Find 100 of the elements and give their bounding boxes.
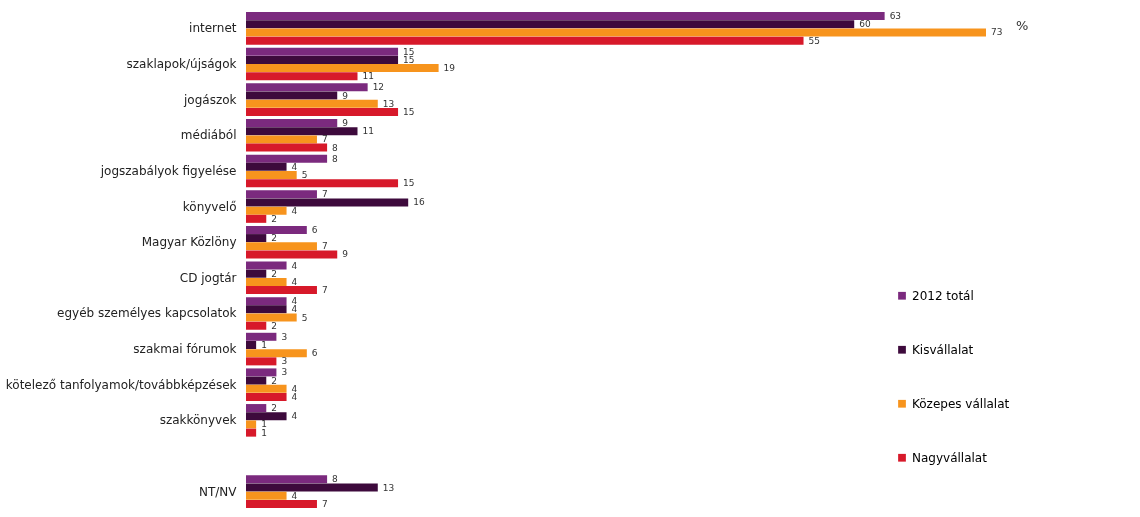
data-label: 6 xyxy=(311,224,318,235)
data-label: 2 xyxy=(271,375,278,386)
bar xyxy=(246,384,287,393)
data-label: 4 xyxy=(291,205,298,216)
bar xyxy=(246,225,307,234)
bar xyxy=(246,162,287,171)
y-tick-label: médiából xyxy=(180,128,237,143)
data-label: 4 xyxy=(291,383,298,394)
bar xyxy=(246,277,287,286)
bar xyxy=(246,491,287,500)
data-label: 55 xyxy=(808,35,820,46)
data-label: 3 xyxy=(281,331,288,342)
bar xyxy=(246,118,338,127)
bar xyxy=(246,55,399,64)
data-label: 15 xyxy=(403,106,415,117)
data-label: 2 xyxy=(271,268,278,279)
bar xyxy=(246,72,358,81)
data-label: 9 xyxy=(342,249,349,260)
data-label: 11 xyxy=(362,126,374,137)
data-label: 1 xyxy=(261,419,267,430)
data-label: 13 xyxy=(382,482,395,493)
bar xyxy=(246,47,399,56)
data-label: 7 xyxy=(321,241,328,252)
data-label: 4 xyxy=(291,490,298,501)
bar xyxy=(246,261,287,270)
bar xyxy=(246,190,317,199)
data-label: 7 xyxy=(321,285,328,296)
bar xyxy=(246,127,358,136)
bar xyxy=(246,99,378,108)
bar xyxy=(246,206,287,215)
data-label: 2 xyxy=(271,403,278,414)
bar xyxy=(246,499,317,508)
data-label: 4 xyxy=(291,276,298,287)
data-label: 1 xyxy=(261,339,267,350)
bar xyxy=(246,83,368,92)
bar xyxy=(246,154,328,163)
data-label: 73 xyxy=(991,27,1003,38)
bar xyxy=(246,297,287,306)
bar xyxy=(246,143,328,152)
y-tick-label: jogszabályok figyelése xyxy=(99,163,237,178)
bar xyxy=(246,242,317,251)
bar xyxy=(246,376,267,385)
bar xyxy=(246,171,297,180)
bar xyxy=(246,313,297,322)
y-tick-label: NT/NV xyxy=(198,484,238,499)
data-label: 8 xyxy=(332,153,339,164)
bar xyxy=(246,357,277,366)
y-tick-label: könyvelő xyxy=(182,199,237,214)
y-tick-label: Magyar Közlöny xyxy=(141,235,237,250)
bar xyxy=(246,107,399,116)
bar xyxy=(246,321,267,330)
bar xyxy=(246,475,328,484)
data-label: 7 xyxy=(321,189,328,200)
data-label: 4 xyxy=(291,260,298,271)
bar xyxy=(246,28,986,37)
data-label: 9 xyxy=(342,117,349,128)
bar xyxy=(246,179,399,188)
bar xyxy=(246,483,378,492)
bar xyxy=(246,412,287,421)
y-tick-label: kötelező tanfolyamok/továbbképzések xyxy=(5,377,237,392)
data-label: 16 xyxy=(413,197,425,208)
legend-label: Kisvállalat xyxy=(912,342,974,357)
data-label: 15 xyxy=(403,46,415,57)
legend-label: 2012 totál xyxy=(912,288,974,303)
bar xyxy=(246,349,307,358)
bar xyxy=(246,305,287,314)
data-label: 11 xyxy=(362,71,374,82)
data-label: 3 xyxy=(281,356,288,367)
data-label: 8 xyxy=(332,142,339,153)
y-tick-label: internet xyxy=(189,21,237,36)
y-tick-label: szakkönyvek xyxy=(159,413,237,428)
data-label: 4 xyxy=(291,304,298,315)
data-label: 4 xyxy=(291,411,298,422)
data-label: 1 xyxy=(261,427,267,438)
legend-label: Nagyvállalat xyxy=(912,450,988,465)
bar xyxy=(246,332,277,341)
bar xyxy=(246,250,338,259)
y-tick-label: szakmai fórumok xyxy=(133,342,237,357)
bar xyxy=(246,286,317,295)
bar xyxy=(246,428,257,437)
data-label: 19 xyxy=(443,63,456,74)
data-label: 60 xyxy=(859,19,871,30)
bar xyxy=(246,198,409,207)
bar xyxy=(246,214,267,223)
bar xyxy=(246,20,855,29)
bar xyxy=(246,91,338,100)
data-label: 4 xyxy=(291,161,298,172)
data-label: 2 xyxy=(271,213,278,224)
data-label: 4 xyxy=(291,392,298,403)
data-label: 2 xyxy=(271,320,278,331)
bar xyxy=(246,36,804,45)
data-label: 15 xyxy=(403,54,415,65)
data-label: 6 xyxy=(311,348,318,359)
data-label: 7 xyxy=(321,134,328,145)
data-label: 4 xyxy=(291,296,298,307)
legend-label: Közepes vállalat xyxy=(912,396,1010,411)
bar xyxy=(246,269,267,278)
data-label: 12 xyxy=(372,82,385,93)
data-label: 5 xyxy=(301,170,308,181)
bar xyxy=(246,12,885,21)
